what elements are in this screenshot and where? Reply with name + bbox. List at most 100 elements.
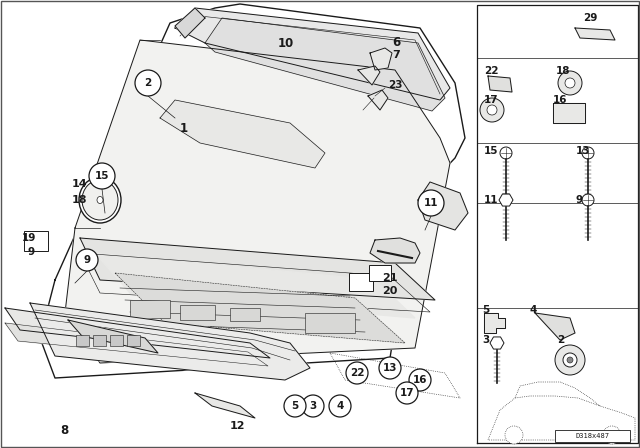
Text: 13: 13 [383, 363, 397, 373]
Text: 6: 6 [392, 35, 400, 48]
Circle shape [567, 357, 573, 363]
Polygon shape [488, 76, 512, 92]
FancyBboxPatch shape [180, 305, 215, 320]
Polygon shape [175, 8, 450, 100]
Circle shape [76, 249, 98, 271]
FancyBboxPatch shape [109, 335, 122, 345]
Polygon shape [80, 238, 435, 300]
Text: 1: 1 [180, 121, 188, 134]
Text: 13: 13 [576, 146, 591, 156]
Circle shape [135, 70, 161, 96]
Polygon shape [68, 320, 158, 353]
Text: 20: 20 [382, 286, 397, 296]
Ellipse shape [97, 197, 103, 203]
Polygon shape [368, 90, 388, 110]
Circle shape [500, 147, 512, 159]
Polygon shape [40, 4, 465, 378]
Text: 9: 9 [27, 247, 34, 257]
FancyBboxPatch shape [555, 430, 630, 442]
Circle shape [487, 105, 497, 115]
Polygon shape [418, 182, 468, 230]
Text: 4: 4 [530, 305, 538, 315]
Text: 2: 2 [145, 78, 152, 88]
Polygon shape [370, 238, 420, 263]
Polygon shape [205, 18, 445, 111]
FancyBboxPatch shape [24, 231, 48, 251]
Text: D318x487: D318x487 [575, 433, 609, 439]
Text: 12: 12 [230, 421, 246, 431]
Polygon shape [5, 323, 268, 366]
Text: 7: 7 [392, 50, 400, 60]
FancyBboxPatch shape [76, 335, 88, 345]
Text: 9: 9 [576, 195, 583, 205]
Text: 10: 10 [278, 36, 294, 49]
Circle shape [603, 426, 621, 444]
Text: 16: 16 [553, 95, 568, 105]
Ellipse shape [82, 180, 118, 220]
Polygon shape [535, 313, 575, 340]
Text: 3: 3 [309, 401, 317, 411]
Circle shape [346, 362, 368, 384]
FancyBboxPatch shape [369, 265, 391, 281]
Text: 17: 17 [400, 388, 414, 398]
Text: 22: 22 [349, 368, 364, 378]
Text: 8: 8 [60, 423, 68, 436]
Ellipse shape [79, 177, 121, 223]
Circle shape [582, 147, 594, 159]
Text: 21: 21 [382, 273, 397, 283]
Polygon shape [115, 273, 405, 343]
FancyBboxPatch shape [127, 335, 140, 345]
Circle shape [555, 345, 585, 375]
Polygon shape [175, 8, 205, 38]
Polygon shape [358, 66, 380, 85]
FancyBboxPatch shape [230, 308, 260, 321]
Polygon shape [195, 393, 255, 418]
Text: 15: 15 [95, 171, 109, 181]
Polygon shape [490, 337, 504, 349]
Circle shape [505, 426, 523, 444]
Circle shape [329, 395, 351, 417]
FancyBboxPatch shape [349, 273, 373, 291]
Text: 9: 9 [83, 255, 91, 265]
Circle shape [418, 190, 444, 216]
Polygon shape [160, 100, 325, 168]
Circle shape [563, 353, 577, 367]
Circle shape [379, 357, 401, 379]
Text: 3: 3 [482, 335, 489, 345]
Text: 15: 15 [484, 146, 499, 156]
Circle shape [396, 382, 418, 404]
Text: 11: 11 [424, 198, 438, 208]
Text: 29: 29 [583, 13, 597, 23]
Text: 18: 18 [556, 66, 570, 76]
FancyBboxPatch shape [305, 313, 355, 333]
Circle shape [480, 98, 504, 122]
Text: 5: 5 [482, 305, 489, 315]
Text: 4: 4 [336, 401, 344, 411]
Circle shape [302, 395, 324, 417]
Polygon shape [553, 103, 585, 123]
Text: 2: 2 [557, 335, 564, 345]
Polygon shape [65, 40, 450, 363]
Text: 18: 18 [72, 195, 88, 205]
Polygon shape [30, 303, 310, 380]
Text: 23: 23 [388, 80, 403, 90]
Polygon shape [484, 313, 505, 333]
Text: 19: 19 [22, 233, 36, 243]
Circle shape [582, 194, 594, 206]
Polygon shape [95, 253, 415, 318]
Text: 5: 5 [291, 401, 299, 411]
FancyBboxPatch shape [93, 335, 106, 345]
Circle shape [565, 78, 575, 88]
Circle shape [558, 71, 582, 95]
Circle shape [89, 163, 115, 189]
FancyBboxPatch shape [130, 300, 170, 318]
Text: 11: 11 [484, 195, 499, 205]
Circle shape [409, 369, 431, 391]
Text: 14: 14 [72, 179, 88, 189]
Polygon shape [370, 48, 392, 70]
Circle shape [284, 395, 306, 417]
Text: 22: 22 [484, 66, 499, 76]
Polygon shape [499, 194, 513, 206]
Text: 16: 16 [413, 375, 428, 385]
Polygon shape [575, 28, 615, 40]
